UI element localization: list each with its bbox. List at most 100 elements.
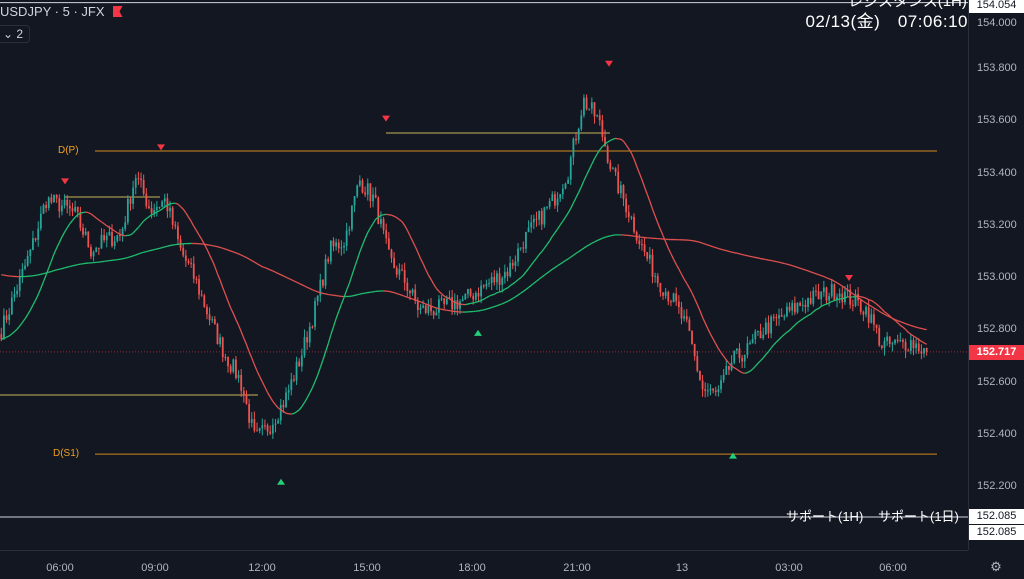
candle-body bbox=[48, 197, 50, 208]
buy-marker-icon bbox=[474, 330, 482, 336]
candle-body bbox=[238, 375, 240, 378]
ma-short-line bbox=[370, 224, 373, 228]
ma-long-line bbox=[51, 271, 54, 272]
indicator-toggle[interactable]: ⌄ 2 bbox=[0, 25, 30, 43]
ma-long-line bbox=[784, 264, 787, 265]
ma-short-line bbox=[526, 269, 529, 272]
ma-short-line bbox=[766, 352, 769, 355]
candle-body bbox=[586, 98, 588, 109]
candle-body bbox=[681, 307, 683, 318]
ma-long-line bbox=[884, 314, 887, 315]
ma-long-line bbox=[552, 268, 555, 270]
ma-long-line bbox=[497, 305, 500, 306]
candle-body bbox=[214, 319, 216, 324]
candle-body bbox=[111, 232, 113, 246]
ma-short-line bbox=[307, 393, 310, 398]
ma-long-line bbox=[130, 256, 133, 257]
candle-body bbox=[409, 291, 411, 293]
candle-body bbox=[833, 284, 835, 300]
candle-body bbox=[762, 335, 764, 339]
ma-short-line bbox=[297, 410, 300, 412]
candle-body bbox=[789, 307, 791, 311]
ma-long-line bbox=[128, 257, 131, 258]
ma-long-line bbox=[713, 247, 716, 248]
ma-short-line bbox=[666, 242, 669, 248]
ma-short-line bbox=[771, 345, 774, 348]
ma-long-line bbox=[529, 285, 532, 287]
ma-short-line bbox=[621, 139, 624, 141]
candle-body bbox=[852, 305, 854, 306]
candle-body bbox=[198, 279, 200, 294]
chevron-down-icon: ⌄ bbox=[3, 27, 16, 41]
ma-long-line bbox=[138, 253, 141, 254]
ma-short-line bbox=[123, 235, 126, 236]
ma-short-line bbox=[62, 232, 65, 237]
ma-long-line bbox=[389, 291, 392, 292]
ma-short-line bbox=[360, 245, 363, 252]
ma-long-line bbox=[397, 293, 400, 294]
ma-short-line bbox=[507, 286, 510, 288]
price-tick: 152.200 bbox=[977, 480, 1017, 493]
settings-icon[interactable]: ⚙ bbox=[988, 559, 1004, 575]
ma-long-line bbox=[244, 256, 247, 257]
ma-short-line bbox=[352, 267, 355, 275]
candle-body bbox=[169, 208, 171, 211]
ma-short-line bbox=[689, 288, 692, 293]
ma-long-line bbox=[141, 252, 144, 253]
ma-short-line bbox=[500, 291, 503, 292]
ma-long-line bbox=[792, 266, 795, 267]
candle-body bbox=[894, 340, 896, 343]
ma-short-line bbox=[560, 221, 563, 225]
price-chart[interactable] bbox=[0, 0, 968, 550]
candle-body bbox=[359, 181, 361, 186]
ma-short-line bbox=[54, 248, 57, 254]
ma-long-line bbox=[518, 293, 521, 295]
ma-short-line bbox=[473, 302, 476, 303]
candle-body bbox=[19, 276, 21, 291]
candle-body bbox=[148, 206, 150, 208]
candle-body bbox=[499, 273, 501, 284]
candle-body bbox=[106, 236, 108, 241]
ma-short-line bbox=[718, 349, 721, 353]
ma-short-line bbox=[486, 296, 489, 297]
symbol-legend[interactable]: USDJPY · 5 · JFX bbox=[0, 4, 123, 19]
ma-short-line bbox=[518, 278, 521, 280]
candle-body bbox=[311, 327, 313, 328]
candle-body bbox=[451, 297, 453, 309]
candle-body bbox=[259, 428, 261, 431]
ma-short-line bbox=[589, 164, 592, 169]
candle-body bbox=[190, 263, 192, 264]
flag-icon[interactable] bbox=[113, 6, 123, 17]
ma-short-line bbox=[43, 275, 46, 282]
candle-body bbox=[90, 247, 92, 256]
price-tick: 153.600 bbox=[977, 114, 1017, 127]
candle-body bbox=[16, 291, 18, 294]
ma-short-line bbox=[668, 248, 671, 253]
candle-body bbox=[826, 288, 828, 301]
ma-long-line bbox=[908, 325, 911, 326]
ma-short-line bbox=[645, 187, 648, 194]
candle-body bbox=[472, 296, 474, 300]
ma-long-line bbox=[268, 269, 271, 270]
ma-short-line bbox=[236, 320, 239, 326]
candle-body bbox=[889, 337, 891, 344]
ma-short-line bbox=[431, 279, 434, 284]
ma-long-line bbox=[413, 299, 416, 300]
candle-body bbox=[27, 256, 29, 266]
candle-body bbox=[562, 188, 564, 194]
candle-body bbox=[383, 219, 385, 230]
candle-body bbox=[757, 331, 759, 332]
ma-short-line bbox=[613, 138, 616, 139]
candle-body bbox=[773, 317, 775, 318]
ma-long-line bbox=[898, 321, 901, 322]
ma-long-line bbox=[742, 254, 745, 255]
candle-body bbox=[101, 235, 103, 249]
ma-short-line bbox=[703, 317, 706, 323]
candle-body bbox=[551, 194, 553, 201]
candle-body bbox=[343, 246, 345, 248]
candle-body bbox=[43, 205, 45, 214]
ma-long-line bbox=[824, 277, 827, 278]
ma-long-line bbox=[829, 279, 832, 280]
candle-body bbox=[654, 276, 656, 277]
ma-long-line bbox=[771, 261, 774, 262]
